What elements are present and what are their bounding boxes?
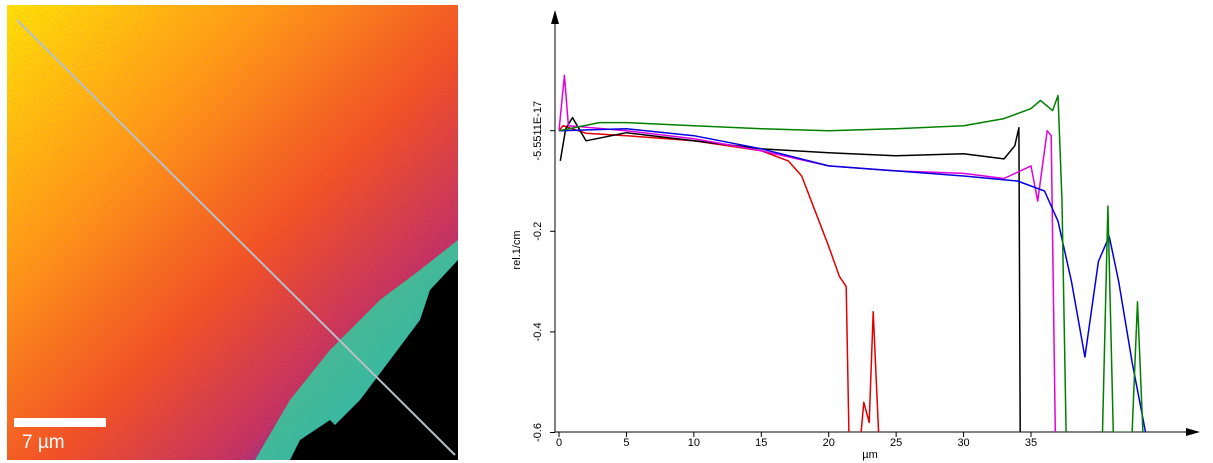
x-tick-label: 10 — [688, 437, 700, 449]
axes: rel.1/cm µm — [511, 10, 1200, 461]
series-line — [558, 127, 1147, 432]
x-tick-label: 0 — [556, 437, 562, 449]
y-tick-label: -5.5511E-17 — [532, 101, 544, 161]
scale-label: 7 µm — [22, 432, 65, 453]
x-tick-label: 20 — [823, 437, 835, 449]
x-tick-label: 15 — [755, 437, 767, 449]
series-line — [558, 124, 880, 432]
x-axis-label: µm — [862, 449, 878, 461]
x-tick-label: 25 — [890, 437, 902, 449]
x-tick-label: 5 — [623, 437, 629, 449]
x-arrow — [1186, 428, 1200, 436]
x-tick-label: 30 — [957, 437, 969, 449]
y-tick-label: -0.4 — [532, 322, 544, 341]
plot-area — [558, 74, 1185, 433]
series-line — [559, 96, 1185, 433]
x-tick-label: 35 — [1025, 437, 1037, 449]
series-line — [559, 116, 1021, 432]
y-axis-label: rel.1/cm — [511, 230, 523, 269]
false-color-map: 7 µm — [7, 5, 458, 460]
y-tick-label: -0.6 — [532, 423, 544, 442]
y-tick-label: -0.2 — [532, 222, 544, 241]
y-arrow — [551, 10, 559, 24]
